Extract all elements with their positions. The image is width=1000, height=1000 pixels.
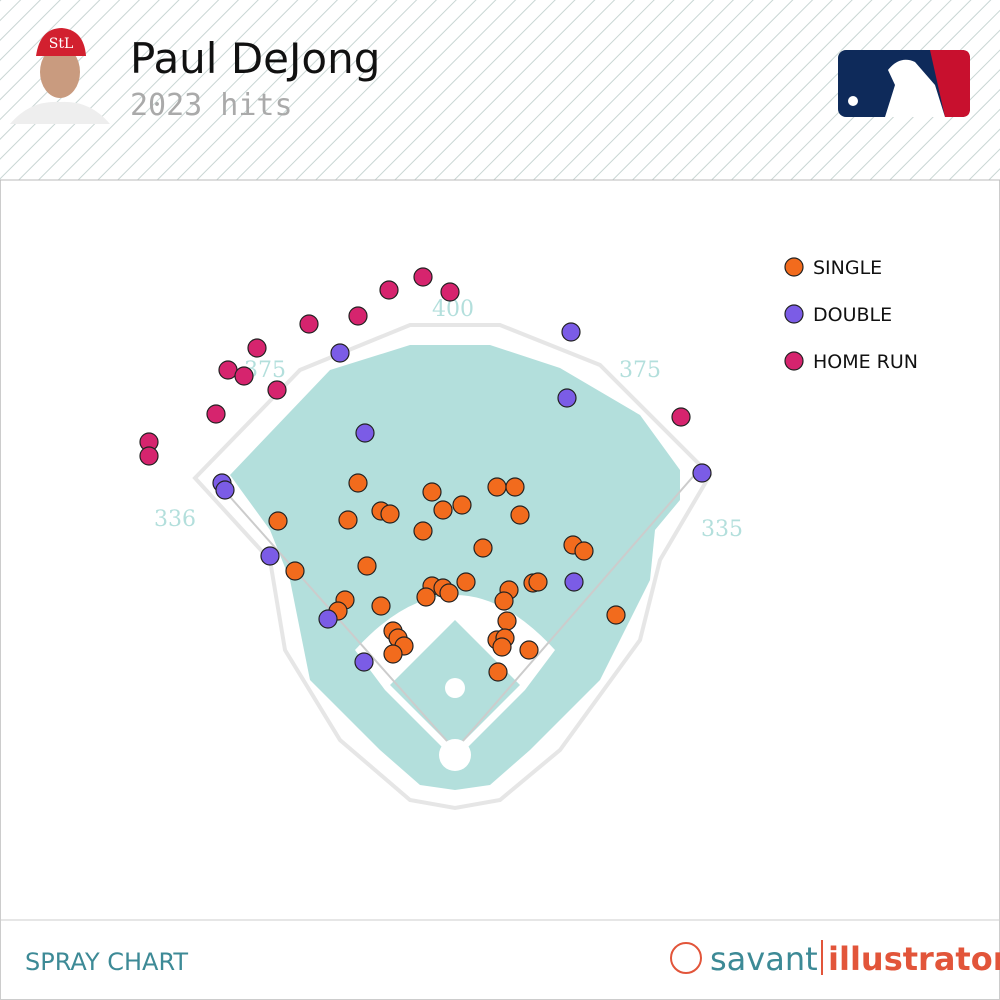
player-name: Paul DeJong — [130, 34, 380, 83]
hit-point — [354, 652, 374, 672]
hit-point — [260, 546, 280, 566]
brand: savant — [710, 940, 818, 978]
hit-point — [505, 477, 525, 497]
hit-point — [355, 423, 375, 443]
hit-point — [371, 596, 391, 616]
legend-label: HOME RUN — [813, 351, 918, 373]
svg-text:StL: StL — [49, 36, 74, 52]
hit-point — [206, 404, 226, 424]
legend-label: SINGLE — [813, 257, 882, 279]
hit-point — [574, 541, 594, 561]
hit-point — [348, 306, 368, 326]
hit-point — [413, 267, 433, 287]
hit-point — [234, 366, 254, 386]
footer-label: SPRAY CHART — [25, 948, 188, 976]
hit-point — [564, 572, 584, 592]
hit-point — [488, 662, 508, 682]
hit-point — [433, 500, 453, 520]
hit-point — [416, 587, 436, 607]
distance-label: 400 — [432, 297, 474, 322]
hit-point — [528, 572, 548, 592]
league-logo — [838, 50, 970, 117]
hit-point — [139, 446, 159, 466]
legend-label: DOUBLE — [813, 304, 892, 326]
legend-swatch — [784, 304, 804, 324]
hit-point — [379, 280, 399, 300]
hit-point — [497, 611, 517, 631]
hit-point — [338, 510, 358, 530]
hit-point — [561, 322, 581, 342]
hit-point — [456, 572, 476, 592]
hit-point — [357, 556, 377, 576]
hit-point — [285, 561, 305, 581]
hit-point — [215, 480, 235, 500]
distance-label: 335 — [701, 517, 743, 542]
hit-point — [692, 463, 712, 483]
hit-point — [606, 605, 626, 625]
hit-point — [267, 380, 287, 400]
hit-point — [519, 640, 539, 660]
hit-point — [510, 505, 530, 525]
hit-point — [439, 583, 459, 603]
hit-point — [422, 482, 442, 502]
player-photo: StL — [10, 28, 110, 124]
hit-point — [247, 338, 267, 358]
legend-swatch — [784, 351, 804, 371]
distance-label: 375 — [619, 358, 661, 383]
hit-point — [299, 314, 319, 334]
hit-point — [348, 473, 368, 493]
hit-point — [492, 637, 512, 657]
hit-point — [380, 504, 400, 524]
hit-point — [383, 644, 403, 664]
brand-accent: illustrator — [828, 940, 1000, 978]
hit-point — [671, 407, 691, 427]
legend-swatch — [784, 257, 804, 277]
hit-point — [473, 538, 493, 558]
hit-point — [494, 591, 514, 611]
subtitle: 2023 hits — [130, 88, 293, 123]
hit-point — [330, 343, 350, 363]
hit-point — [413, 521, 433, 541]
distance-label: 336 — [154, 507, 196, 532]
hit-point — [218, 360, 238, 380]
hit-point — [440, 282, 460, 302]
hit-point — [557, 388, 577, 408]
header-band — [0, 0, 1000, 180]
brand-logo: savant illustrator — [670, 940, 1000, 978]
hit-point — [268, 511, 288, 531]
hit-point — [487, 477, 507, 497]
hit-point — [318, 609, 338, 629]
hit-point — [452, 495, 472, 515]
